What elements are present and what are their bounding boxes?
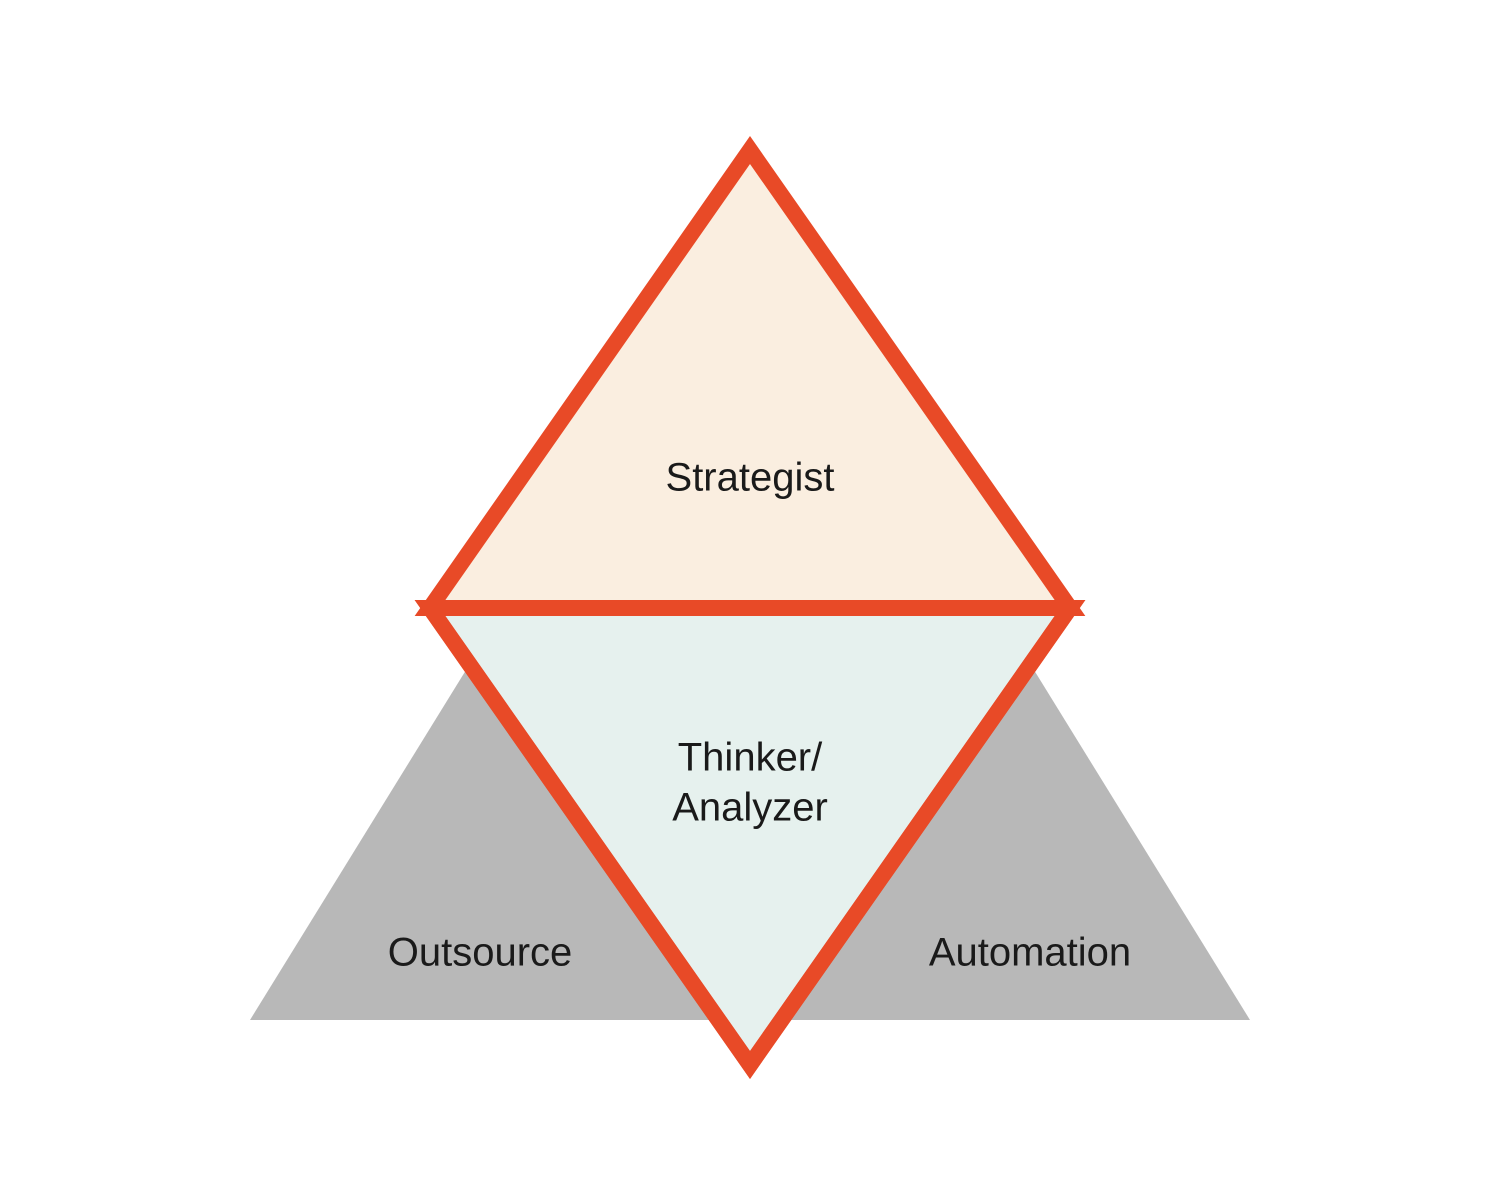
diamond-triangle-diagram: Strategist Thinker/ Analyzer Outsource A…: [150, 100, 1350, 1100]
automation-label: Automation: [929, 931, 1131, 975]
diagram-svg: Strategist Thinker/ Analyzer Outsource A…: [150, 100, 1350, 1100]
thinker-label-line2: Analyzer: [672, 786, 828, 830]
thinker-label-line1: Thinker/: [678, 736, 823, 780]
outsource-label: Outsource: [388, 931, 573, 975]
strategist-label: Strategist: [666, 456, 835, 500]
diamond-top-triangle: [430, 150, 1070, 608]
